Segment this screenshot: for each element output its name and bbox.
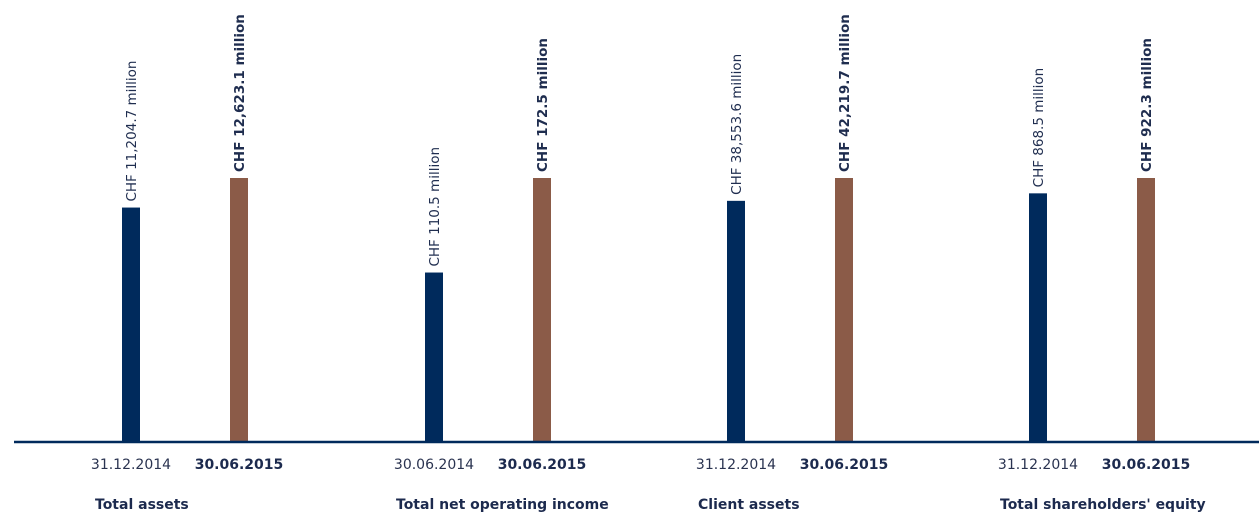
bar-value-label: CHF 12,623.1 million: [232, 14, 248, 172]
bar-prior: [425, 272, 443, 441]
date-tick-label: 31.12.2014: [998, 457, 1078, 473]
bar-prior: [727, 200, 745, 441]
bar-prior: [1029, 193, 1047, 441]
bar-current: [1137, 178, 1155, 441]
bar-value-label: CHF 172.5 million: [535, 38, 551, 172]
bar-current: [533, 178, 551, 441]
date-tick-label: 31.12.2014: [696, 457, 776, 473]
category-label: Total shareholders' equity: [1000, 497, 1206, 513]
bar-value-label: CHF 922.3 million: [1139, 38, 1155, 172]
date-tick-label: 30.06.2015: [195, 457, 284, 473]
bar-value-label: CHF 38,553.6 million: [729, 54, 745, 195]
date-tick-label: 30.06.2015: [800, 457, 889, 473]
date-tick-label: 30.06.2015: [1102, 457, 1191, 473]
bar-prior: [122, 207, 140, 441]
category-label: Client assets: [698, 497, 800, 513]
bar-current: [835, 178, 853, 441]
bar-value-label: CHF 110.5 million: [427, 147, 443, 267]
bar-value-label: CHF 11,204.7 million: [124, 61, 140, 202]
chart-labels: CHF 11,204.7 million 31.12.2014 CHF 12,623…: [91, 14, 1206, 513]
category-label: Total net operating income: [396, 497, 609, 513]
bar-current: [230, 178, 248, 441]
category-label: Total assets: [95, 497, 189, 513]
date-tick-label: 31.12.2014: [91, 457, 171, 473]
bar-value-label: CHF 868.5 million: [1031, 68, 1047, 188]
date-tick-label: 30.06.2015: [498, 457, 587, 473]
date-tick-label: 30.06.2014: [394, 457, 474, 473]
bar-value-label: CHF 42,219.7 million: [837, 14, 853, 172]
chart-marks: [122, 178, 1155, 441]
